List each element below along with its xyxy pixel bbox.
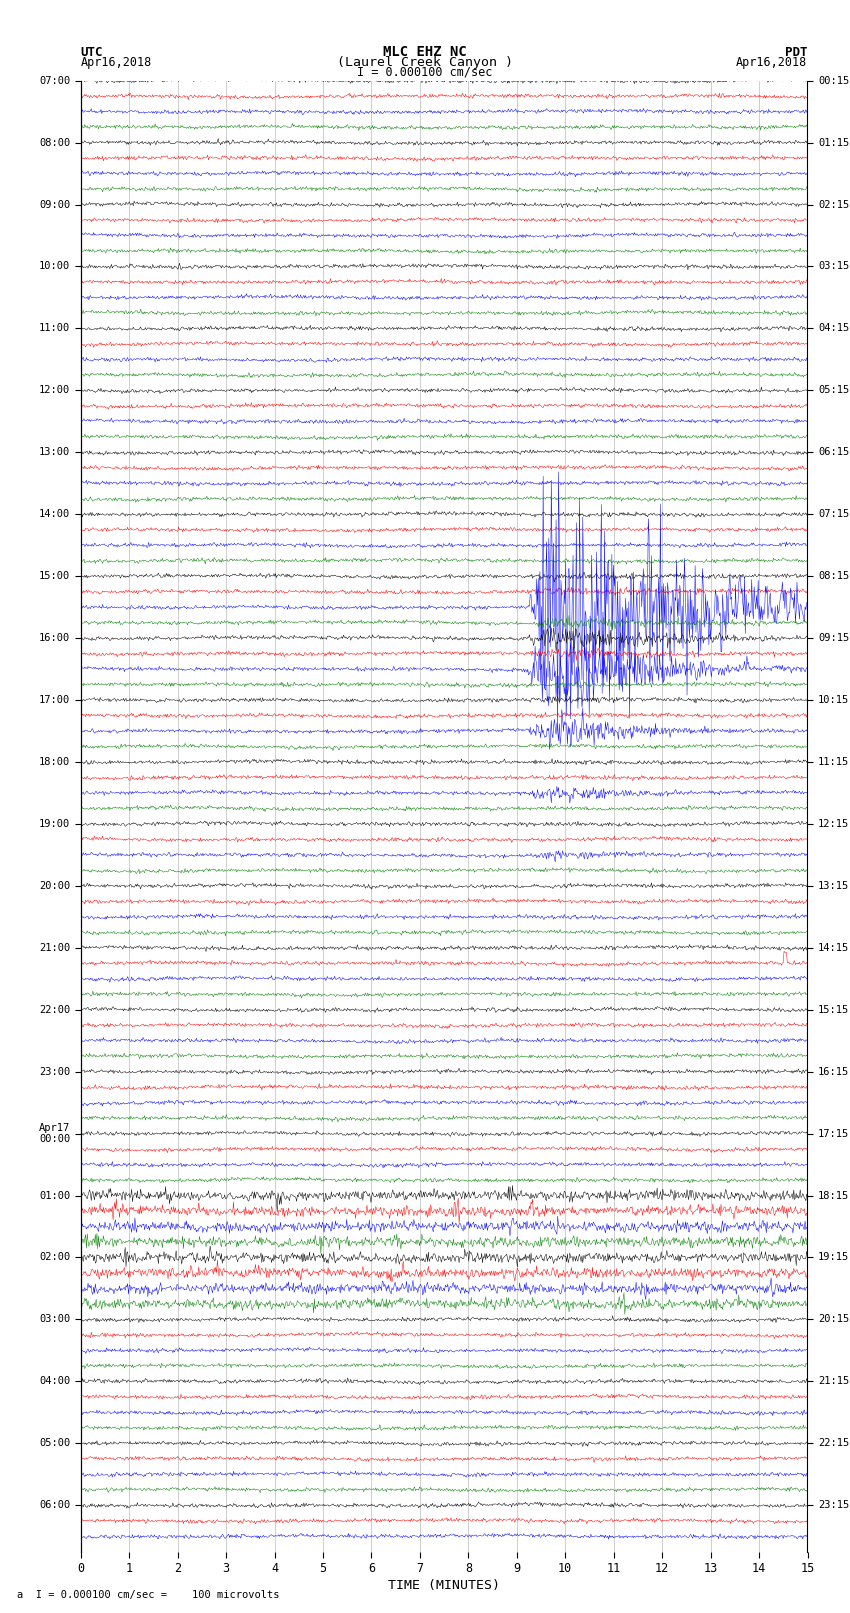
Text: I = 0.000100 cm/sec: I = 0.000100 cm/sec xyxy=(357,65,493,77)
Text: Apr16,2018: Apr16,2018 xyxy=(81,56,152,69)
Text: UTC: UTC xyxy=(81,45,103,58)
Text: PDT: PDT xyxy=(785,45,808,58)
Text: (Laurel Creek Canyon ): (Laurel Creek Canyon ) xyxy=(337,56,513,69)
Text: MLC EHZ NC: MLC EHZ NC xyxy=(383,45,467,58)
Text: Apr16,2018: Apr16,2018 xyxy=(736,56,808,69)
Text: a  I = 0.000100 cm/sec =    100 microvolts: a I = 0.000100 cm/sec = 100 microvolts xyxy=(17,1590,280,1600)
X-axis label: TIME (MINUTES): TIME (MINUTES) xyxy=(388,1579,500,1592)
